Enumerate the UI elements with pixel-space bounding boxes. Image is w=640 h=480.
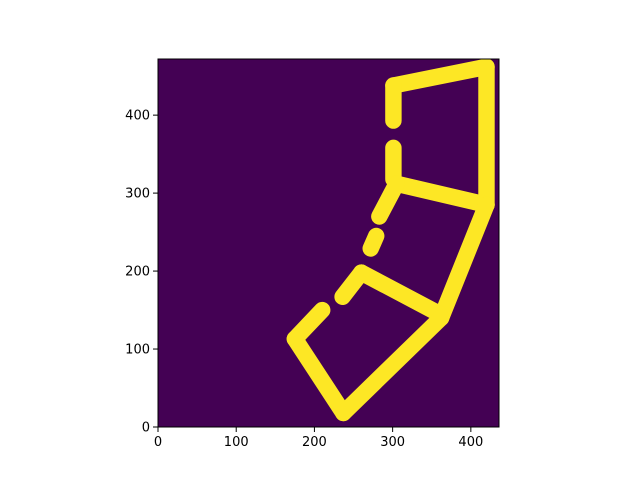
- y-tick-label-2: 200: [125, 265, 150, 280]
- mask-segment-2: [388, 175, 495, 214]
- mask-segment-8: [353, 264, 448, 323]
- y-tick-label-0: 0: [142, 421, 150, 436]
- mask-strokes: [286, 58, 495, 422]
- mask-segment-9: [334, 264, 370, 306]
- mask-segment-0: [385, 58, 495, 94]
- y-tick-label-1: 100: [125, 343, 150, 358]
- y-tick-label-3: 300: [125, 187, 150, 202]
- image-background: [158, 59, 499, 427]
- mask-segment-12: [335, 309, 450, 422]
- mask-segment-11: [286, 330, 352, 422]
- y-tick-label-4: 400: [125, 109, 150, 124]
- mask-segment-6: [371, 175, 405, 225]
- y-axis: 0 100 200 300 400: [125, 109, 158, 436]
- x-tick-label-3: 300: [380, 435, 405, 450]
- mask-segment-7: [362, 227, 385, 257]
- x-tick-label-0: 0: [154, 435, 162, 450]
- x-axis: 0 100 200 300 400: [154, 427, 483, 450]
- x-tick-label-2: 200: [302, 435, 327, 450]
- mask-segment-3: [432, 196, 495, 327]
- x-tick-label-1: 100: [224, 435, 249, 450]
- image-area: [158, 58, 499, 427]
- x-tick-label-4: 400: [458, 435, 483, 450]
- axes-frame: [157, 58, 500, 428]
